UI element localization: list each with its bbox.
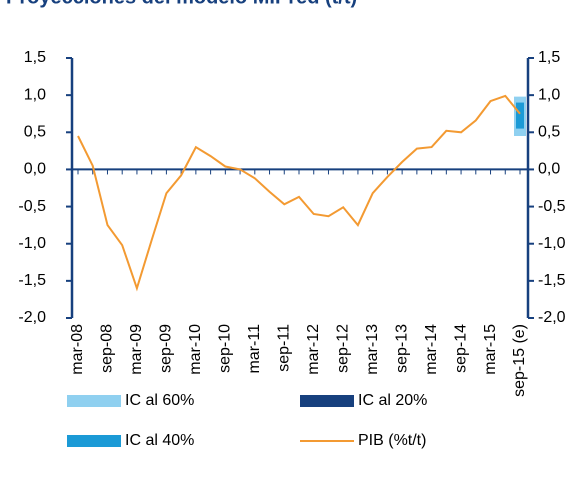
x-tick-label: sep-09 — [158, 324, 175, 373]
legend-label: IC al 20% — [358, 392, 427, 409]
y2-tick-label: -1,0 — [538, 235, 566, 252]
y-tick-label: 0,5 — [24, 124, 46, 141]
y-tick-label: -1,0 — [18, 235, 46, 252]
x-tick-label: sep-10 — [217, 324, 234, 373]
legend-swatch — [67, 395, 121, 407]
legend-label: IC al 40% — [125, 432, 194, 449]
y2-tick-label: -0,5 — [538, 198, 566, 215]
chart-title: Proyecciones del modelo MIPred (t/t) — [6, 0, 357, 8]
line-series — [77, 94, 521, 292]
legend-swatch — [300, 395, 354, 407]
x-tick-label: sep-15 (e) — [511, 324, 528, 397]
x-tick-label: mar-13 — [364, 324, 381, 375]
x-tick-label: mar-10 — [187, 324, 204, 375]
y-tick-label: -2,0 — [18, 309, 46, 326]
y2-tick-label: 0,0 — [538, 161, 560, 178]
x-tick-label: sep-13 — [393, 324, 410, 373]
y-tick-label: -1,5 — [18, 272, 46, 289]
y2-tick-label: -1,5 — [538, 272, 566, 289]
y-tick-label: 1,5 — [24, 49, 46, 66]
x-tick-label: sep-11 — [275, 324, 292, 372]
x-tick-label: sep-14 — [452, 324, 469, 373]
x-tick-label: sep-12 — [334, 324, 351, 373]
x-tick-label: sep-08 — [99, 324, 116, 373]
y2-tick-label: 1,0 — [538, 86, 560, 103]
x-tick-label: mar-08 — [69, 324, 86, 375]
x-tick-label: mar-14 — [423, 324, 440, 375]
x-tick-label: mar-15 — [482, 324, 499, 375]
y2-tick-label: 1,5 — [538, 49, 560, 66]
legend-swatch — [67, 435, 121, 447]
y-tick-label: -0,5 — [18, 198, 46, 215]
legend-label: PIB (%t/t) — [358, 432, 426, 449]
y-tick-label: 0,0 — [24, 161, 46, 178]
x-tick-label: mar-11 — [246, 324, 263, 374]
y2-tick-label: -2,0 — [538, 309, 566, 326]
y2-tick-label: 0,5 — [538, 124, 560, 141]
y-tick-label: 1,0 — [24, 86, 46, 103]
x-tick-label: mar-12 — [305, 324, 322, 375]
confidence-interval — [516, 102, 524, 129]
legend-label: IC al 60% — [125, 392, 194, 409]
x-tick-label: mar-09 — [128, 324, 145, 375]
